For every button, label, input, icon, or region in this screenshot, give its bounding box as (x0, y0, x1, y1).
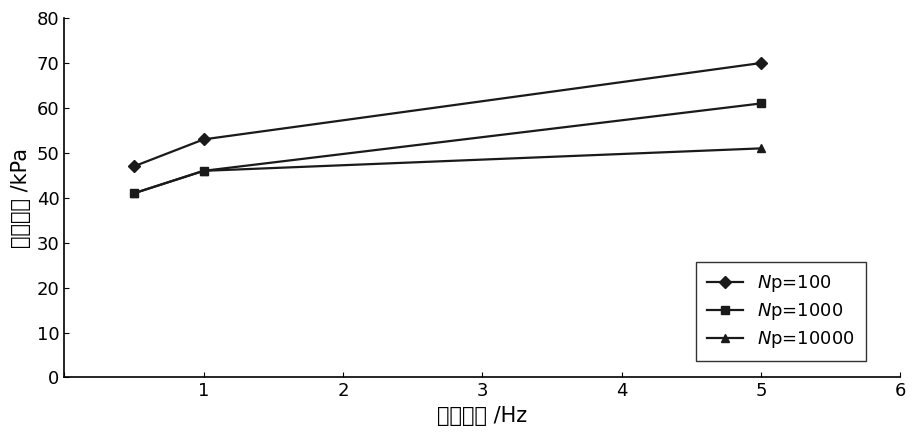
Line: $\mathit{N}$p=10000: $\mathit{N}$p=10000 (130, 144, 765, 198)
Line: $\mathit{N}$p=1000: $\mathit{N}$p=1000 (130, 99, 765, 198)
$\mathit{N}$p=10000 (198, 168, 209, 173)
$\mathit{N}$p=100 (198, 137, 209, 142)
Line: $\mathit{N}$p=100: $\mathit{N}$p=100 (130, 59, 765, 170)
X-axis label: 振动频率 /Hz: 振动频率 /Hz (437, 406, 527, 426)
$\mathit{N}$p=10000 (128, 191, 139, 196)
$\mathit{N}$p=100 (756, 60, 767, 66)
$\mathit{N}$p=1000 (128, 191, 139, 196)
$\mathit{N}$p=100 (128, 164, 139, 169)
$\mathit{N}$p=10000 (756, 146, 767, 151)
Legend: $\mathit{N}$p=100, $\mathit{N}$p=1000, $\mathit{N}$p=10000: $\mathit{N}$p=100, $\mathit{N}$p=1000, $… (696, 262, 866, 361)
Y-axis label: 动黏聚力 /kPa: 动黏聚力 /kPa (11, 148, 31, 248)
$\mathit{N}$p=1000 (756, 101, 767, 106)
$\mathit{N}$p=1000 (198, 168, 209, 173)
